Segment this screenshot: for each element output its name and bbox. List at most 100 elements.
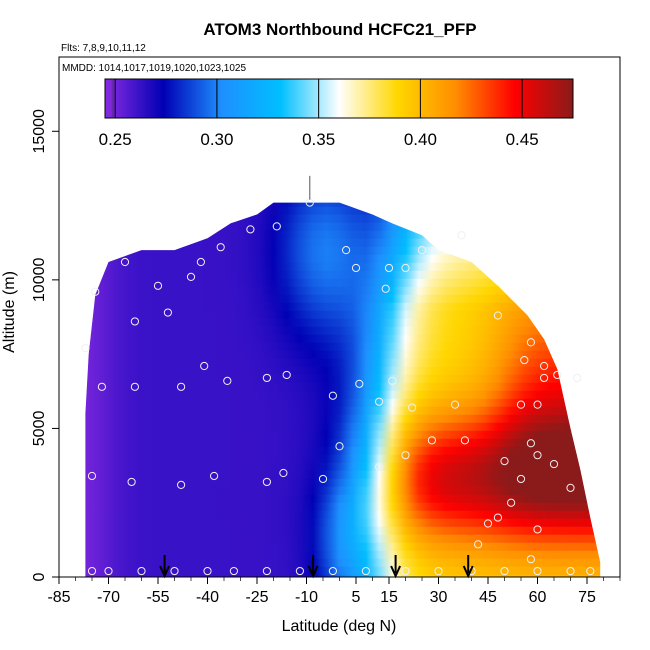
sample-point — [272, 222, 281, 231]
y-axis-label: Altitude (m) — [1, 271, 18, 353]
sample-point — [200, 361, 209, 371]
flight-arrow — [159, 555, 171, 579]
sample-point — [127, 477, 136, 487]
x-tick-label: -40 — [196, 589, 219, 606]
sample-point — [295, 566, 304, 576]
heatmap-row — [85, 454, 601, 464]
colorbar-tick-label: 0.25 — [99, 130, 132, 149]
heatmap-row — [85, 310, 601, 320]
colorbar-bar — [104, 78, 574, 119]
heatmap-row — [85, 202, 601, 208]
heatmap-row — [85, 406, 601, 416]
heatmap-row — [85, 286, 601, 296]
sample-point — [493, 311, 502, 320]
sample-point — [520, 355, 529, 365]
heatmap-row — [85, 502, 601, 512]
colorbar-tick-label: 0.45 — [506, 130, 539, 149]
heatmap-row — [85, 358, 601, 368]
colorbar-tick-label: 0.35 — [302, 130, 335, 149]
sample-point — [137, 566, 146, 576]
heatmap-row — [85, 206, 601, 216]
x-tick-label: 15 — [380, 589, 398, 606]
sample-point — [104, 566, 113, 576]
sample-point — [186, 272, 196, 281]
sample-point — [516, 474, 526, 484]
heatmap-row — [85, 478, 601, 488]
heatmap-row — [85, 526, 601, 536]
sample-point — [361, 566, 370, 576]
sample-point — [553, 370, 562, 380]
heatmap-row — [85, 414, 601, 424]
heatmap-row — [85, 246, 601, 256]
dates-note: MMDD: 1014,1017,1019,1020,1023,1025 — [62, 63, 246, 74]
heatmap-row — [85, 534, 601, 544]
heatmap-row — [85, 366, 601, 376]
sample-point — [203, 566, 212, 576]
flight-arrow — [462, 555, 474, 579]
sample-point — [91, 287, 100, 296]
x-tick-label: -85 — [47, 589, 70, 606]
sample-point — [384, 263, 394, 273]
heatmap-row — [85, 382, 601, 392]
sample-point — [210, 471, 219, 481]
sample-point — [375, 397, 384, 406]
sample-point — [282, 370, 291, 380]
x-axis: -85 -70 -55 -40 -25 -10 5 15 30 45 60 75 — [47, 577, 621, 606]
heatmap-row — [85, 350, 601, 360]
heatmap-row — [85, 566, 601, 576]
sample-point — [540, 361, 549, 371]
sample-point — [87, 471, 97, 481]
sample-point — [335, 442, 344, 451]
heatmap-row — [85, 238, 601, 248]
sample-point — [388, 376, 397, 385]
heatmap-row — [85, 326, 601, 336]
x-tick-label: -10 — [295, 589, 318, 606]
sample-point — [533, 525, 542, 534]
sample-point — [450, 400, 460, 409]
flight-arrow — [390, 555, 402, 579]
sample-point — [262, 566, 271, 576]
sample-point — [229, 566, 238, 576]
sample-point — [457, 231, 466, 240]
heatmap-row — [85, 230, 601, 240]
chart-title: ATOM3 Northbound HCFC21_PFP — [203, 20, 476, 39]
heatmap-row — [85, 270, 601, 280]
heatmap-row — [85, 302, 601, 312]
sample-point — [483, 519, 493, 528]
heatmap-row — [85, 462, 601, 472]
sample-point — [177, 480, 186, 489]
sample-point — [460, 436, 469, 445]
heatmap-field — [85, 202, 601, 577]
x-tick-label: 5 — [352, 589, 361, 606]
sample-point — [427, 436, 436, 445]
sample-point — [223, 376, 232, 385]
x-tick-label: 45 — [479, 589, 497, 606]
heatmap-row — [85, 342, 601, 352]
x-tick-label: -55 — [146, 589, 169, 606]
heatmap-row — [85, 422, 601, 432]
heatmap-row — [85, 334, 601, 344]
y-tick-label: 15000 — [31, 109, 48, 154]
heatmap-row — [85, 494, 601, 504]
heatmap-row — [85, 398, 601, 408]
heatmap-row — [85, 510, 601, 520]
x-axis-label: Latitude (deg N) — [282, 618, 397, 635]
sample-point — [526, 555, 536, 564]
y-axis: 0 5000 10000 15000 — [31, 109, 59, 581]
sample-point — [401, 566, 410, 576]
sample-point — [279, 468, 288, 478]
sample-point — [526, 338, 536, 347]
colorbar: 0.25 0.30 0.35 0.40 0.45 — [99, 78, 574, 149]
heatmap-row — [85, 222, 601, 232]
heatmap-row — [85, 214, 601, 224]
sample-point — [170, 566, 179, 576]
heatmap-row — [85, 486, 601, 496]
sample-point — [401, 451, 410, 460]
flight-arrow — [307, 555, 319, 579]
sample-point — [355, 379, 364, 388]
sample-point — [493, 513, 502, 522]
y-tick-label: 10000 — [31, 258, 48, 303]
sample-point — [130, 317, 139, 326]
heatmap-row — [85, 430, 601, 440]
colorbar-ticks: 0.25 0.30 0.35 0.40 0.45 — [99, 79, 539, 149]
